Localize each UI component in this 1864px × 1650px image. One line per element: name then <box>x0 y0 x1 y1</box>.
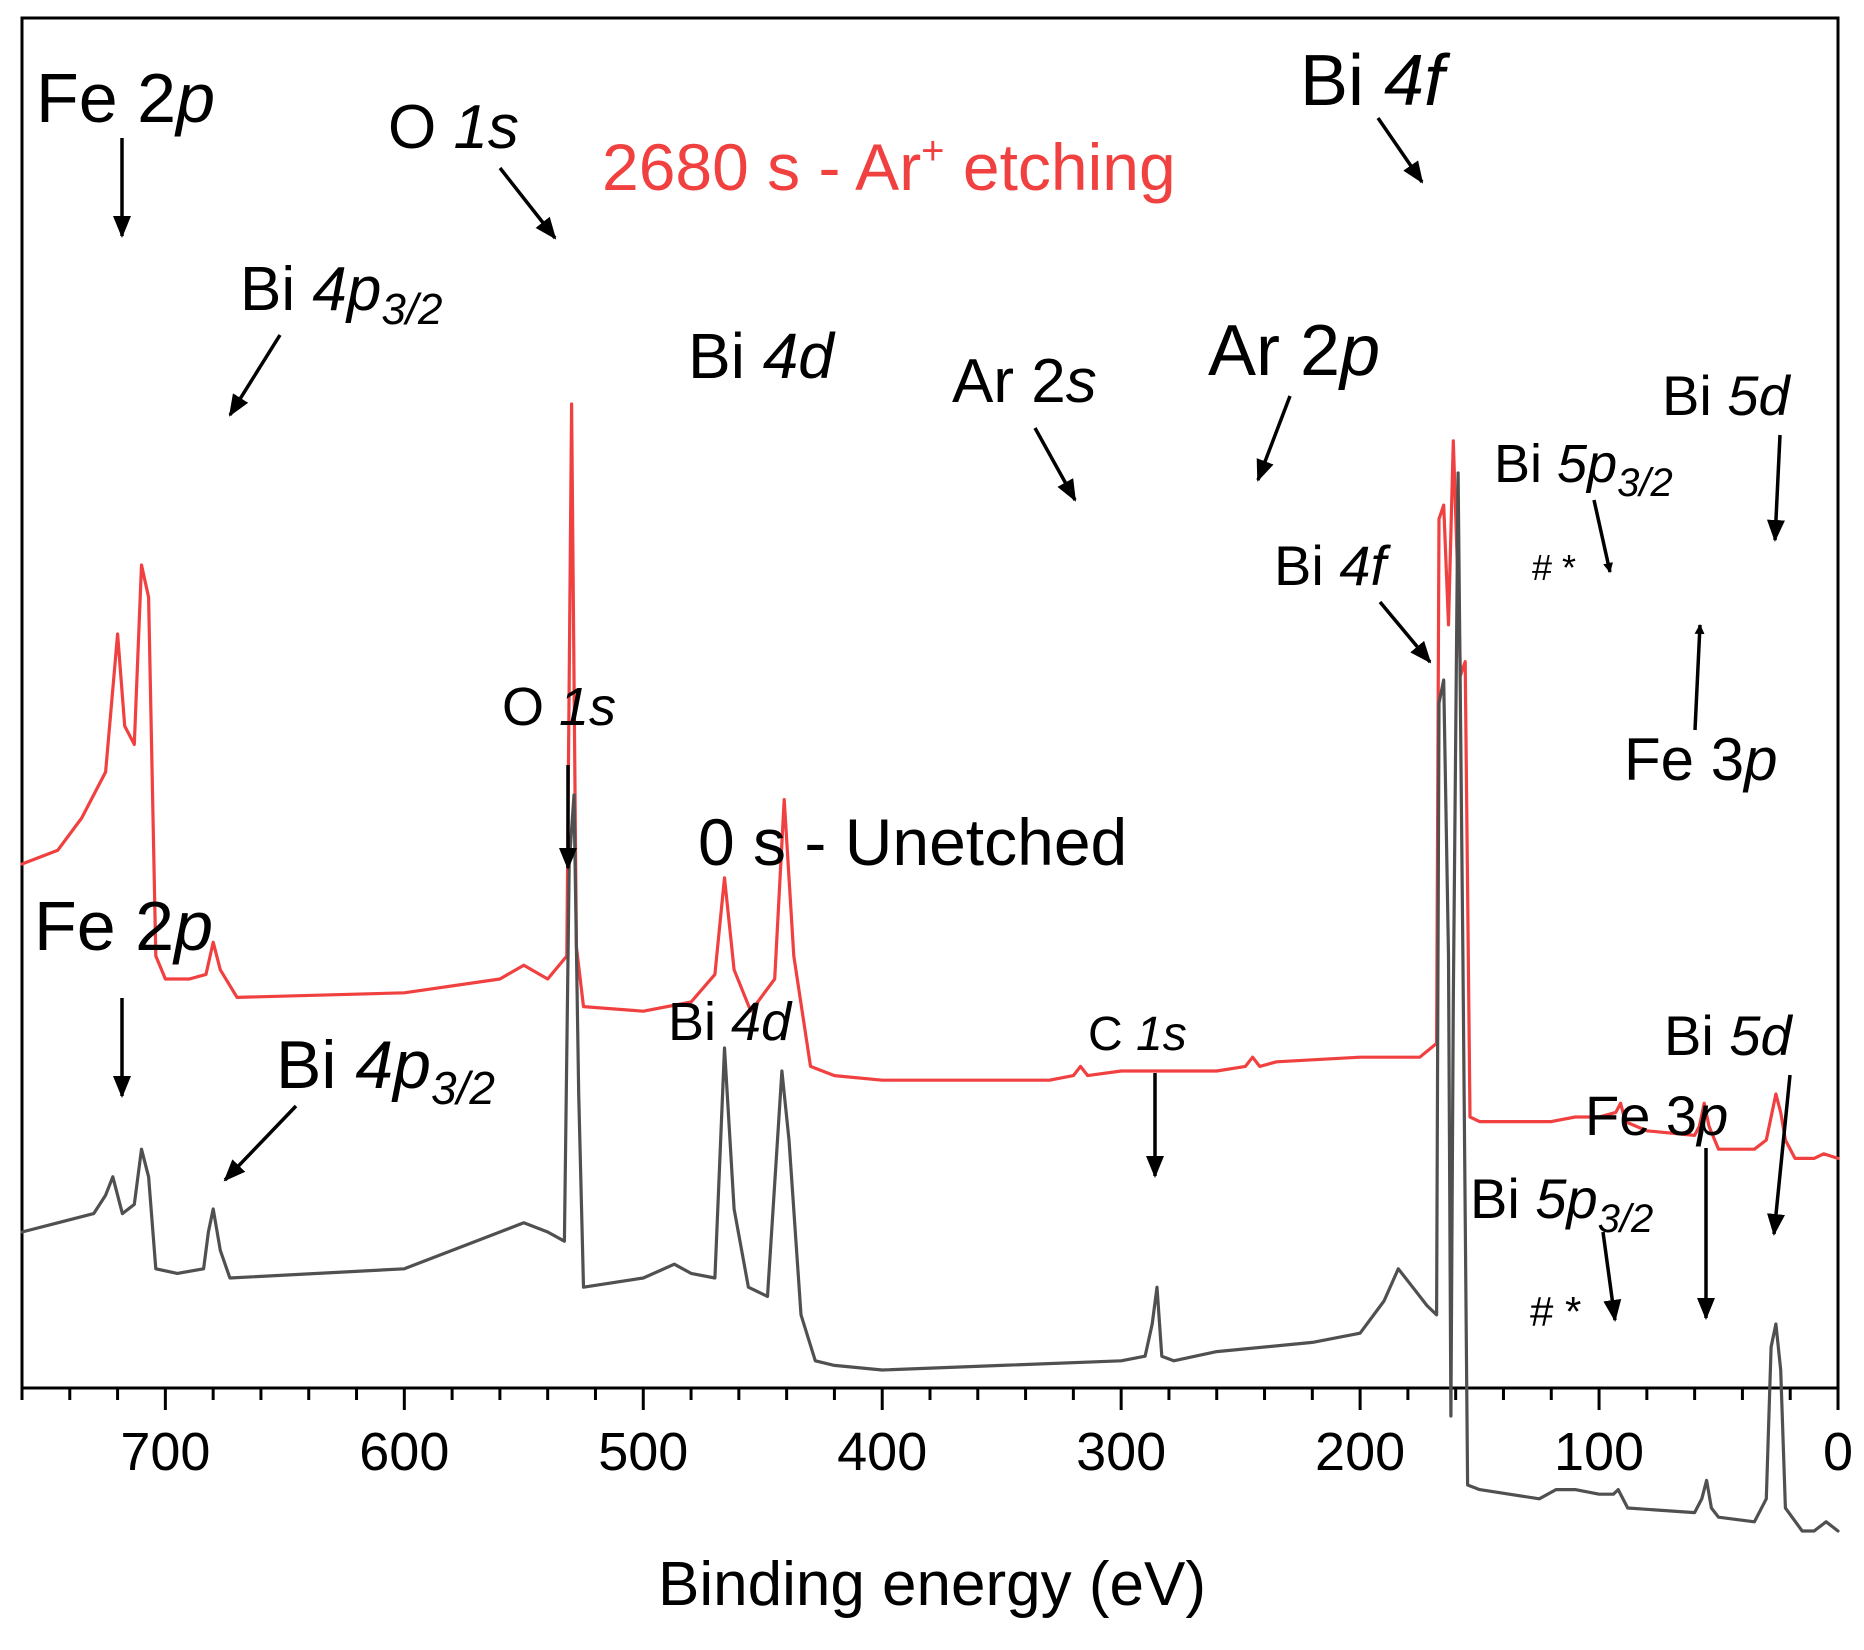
series-label-unetched: 0 s - Unetched <box>698 805 1127 879</box>
arrow-etched-ar2p <box>1256 395 1292 482</box>
ann-unetched-o1s: O 1s <box>502 677 616 737</box>
arrow-etched-bi5p <box>1592 499 1613 573</box>
ann-etched-ar2s: Ar 2s <box>952 347 1097 416</box>
arrow-etched-bi4p <box>228 334 282 417</box>
ann-unetched-bi4f: Bi 4f <box>1274 534 1392 597</box>
ann-etched-fe2p: Fe 2p <box>36 59 215 137</box>
arrow-etched-bi5d <box>1766 434 1785 542</box>
x-tick-label: 700 <box>120 1422 210 1482</box>
arrow-unetched-bi5p <box>1601 1231 1622 1322</box>
ann-etched-bi4p: Bi 4p3/2 <box>240 255 443 334</box>
arrow-unetched-bi5d <box>1767 1074 1792 1236</box>
arrow-etched-fe3p <box>1693 624 1705 731</box>
ann-unetched-c1s: C 1s <box>1088 1008 1187 1061</box>
series-label-etched: 2680 s - Ar+ etching <box>602 129 1176 204</box>
x-tick-label: 100 <box>1554 1422 1644 1482</box>
arrow-etched-o1s <box>498 166 557 240</box>
x-axis-title: Binding energy (eV) <box>658 1550 1206 1619</box>
ann-etched-bi4d: Bi 4d <box>688 320 836 392</box>
series-line-etched <box>20 402 1840 1160</box>
arrow-unetched-bi4p <box>223 1104 298 1182</box>
ann-unetched-marks: # * <box>1530 1288 1581 1335</box>
x-tick-label: 600 <box>359 1422 449 1482</box>
ann-etched-bi5d: Bi 5d <box>1662 364 1792 427</box>
x-tick-label: 300 <box>1076 1422 1166 1482</box>
annotations-etched: Fe 2p O 1s Bi 4p3/2 Bi 4d Ar 2s Ar 2p Bi… <box>36 41 1792 793</box>
arrow-etched-ar2s <box>1033 427 1077 502</box>
annotations-unetched: Fe 2p O 1s Bi 4p3/2 Bi 4d C 1s Bi 4f Bi … <box>34 534 1794 1335</box>
ann-unetched-fe2p: Fe 2p <box>34 887 213 965</box>
x-tick-label: 0 <box>1823 1422 1853 1482</box>
series-line-unetched <box>20 471 1840 1533</box>
arrow-unetched-bi4f <box>1378 600 1432 664</box>
arrow-etched-bi4f <box>1376 117 1424 184</box>
ann-etched-ar2p: Ar 2p <box>1208 311 1380 391</box>
x-tick-label: 500 <box>598 1422 688 1482</box>
ann-etched-bi4f: Bi 4f <box>1300 41 1451 121</box>
x-axis-ticks: 700 600 500 400 300 200 100 0 <box>20 1388 1853 1482</box>
ann-unetched-bi5p: Bi 5p3/2 <box>1470 1167 1653 1241</box>
x-tick-label: 200 <box>1315 1422 1405 1482</box>
ann-etched-marks: # * <box>1532 547 1576 588</box>
x-tick-label: 400 <box>837 1422 927 1482</box>
ann-unetched-bi4d: Bi 4d <box>668 992 793 1052</box>
ann-etched-o1s: O 1s <box>388 93 519 162</box>
ann-unetched-bi5d: Bi 5d <box>1664 1004 1794 1067</box>
ann-unetched-bi4p: Bi 4p3/2 <box>276 1027 495 1114</box>
ann-etched-fe3p: Fe 3p <box>1624 726 1777 793</box>
ann-etched-bi5p: Bi 5p3/2 <box>1494 434 1673 505</box>
ann-unetched-fe3p: Fe 3p <box>1585 1084 1728 1147</box>
